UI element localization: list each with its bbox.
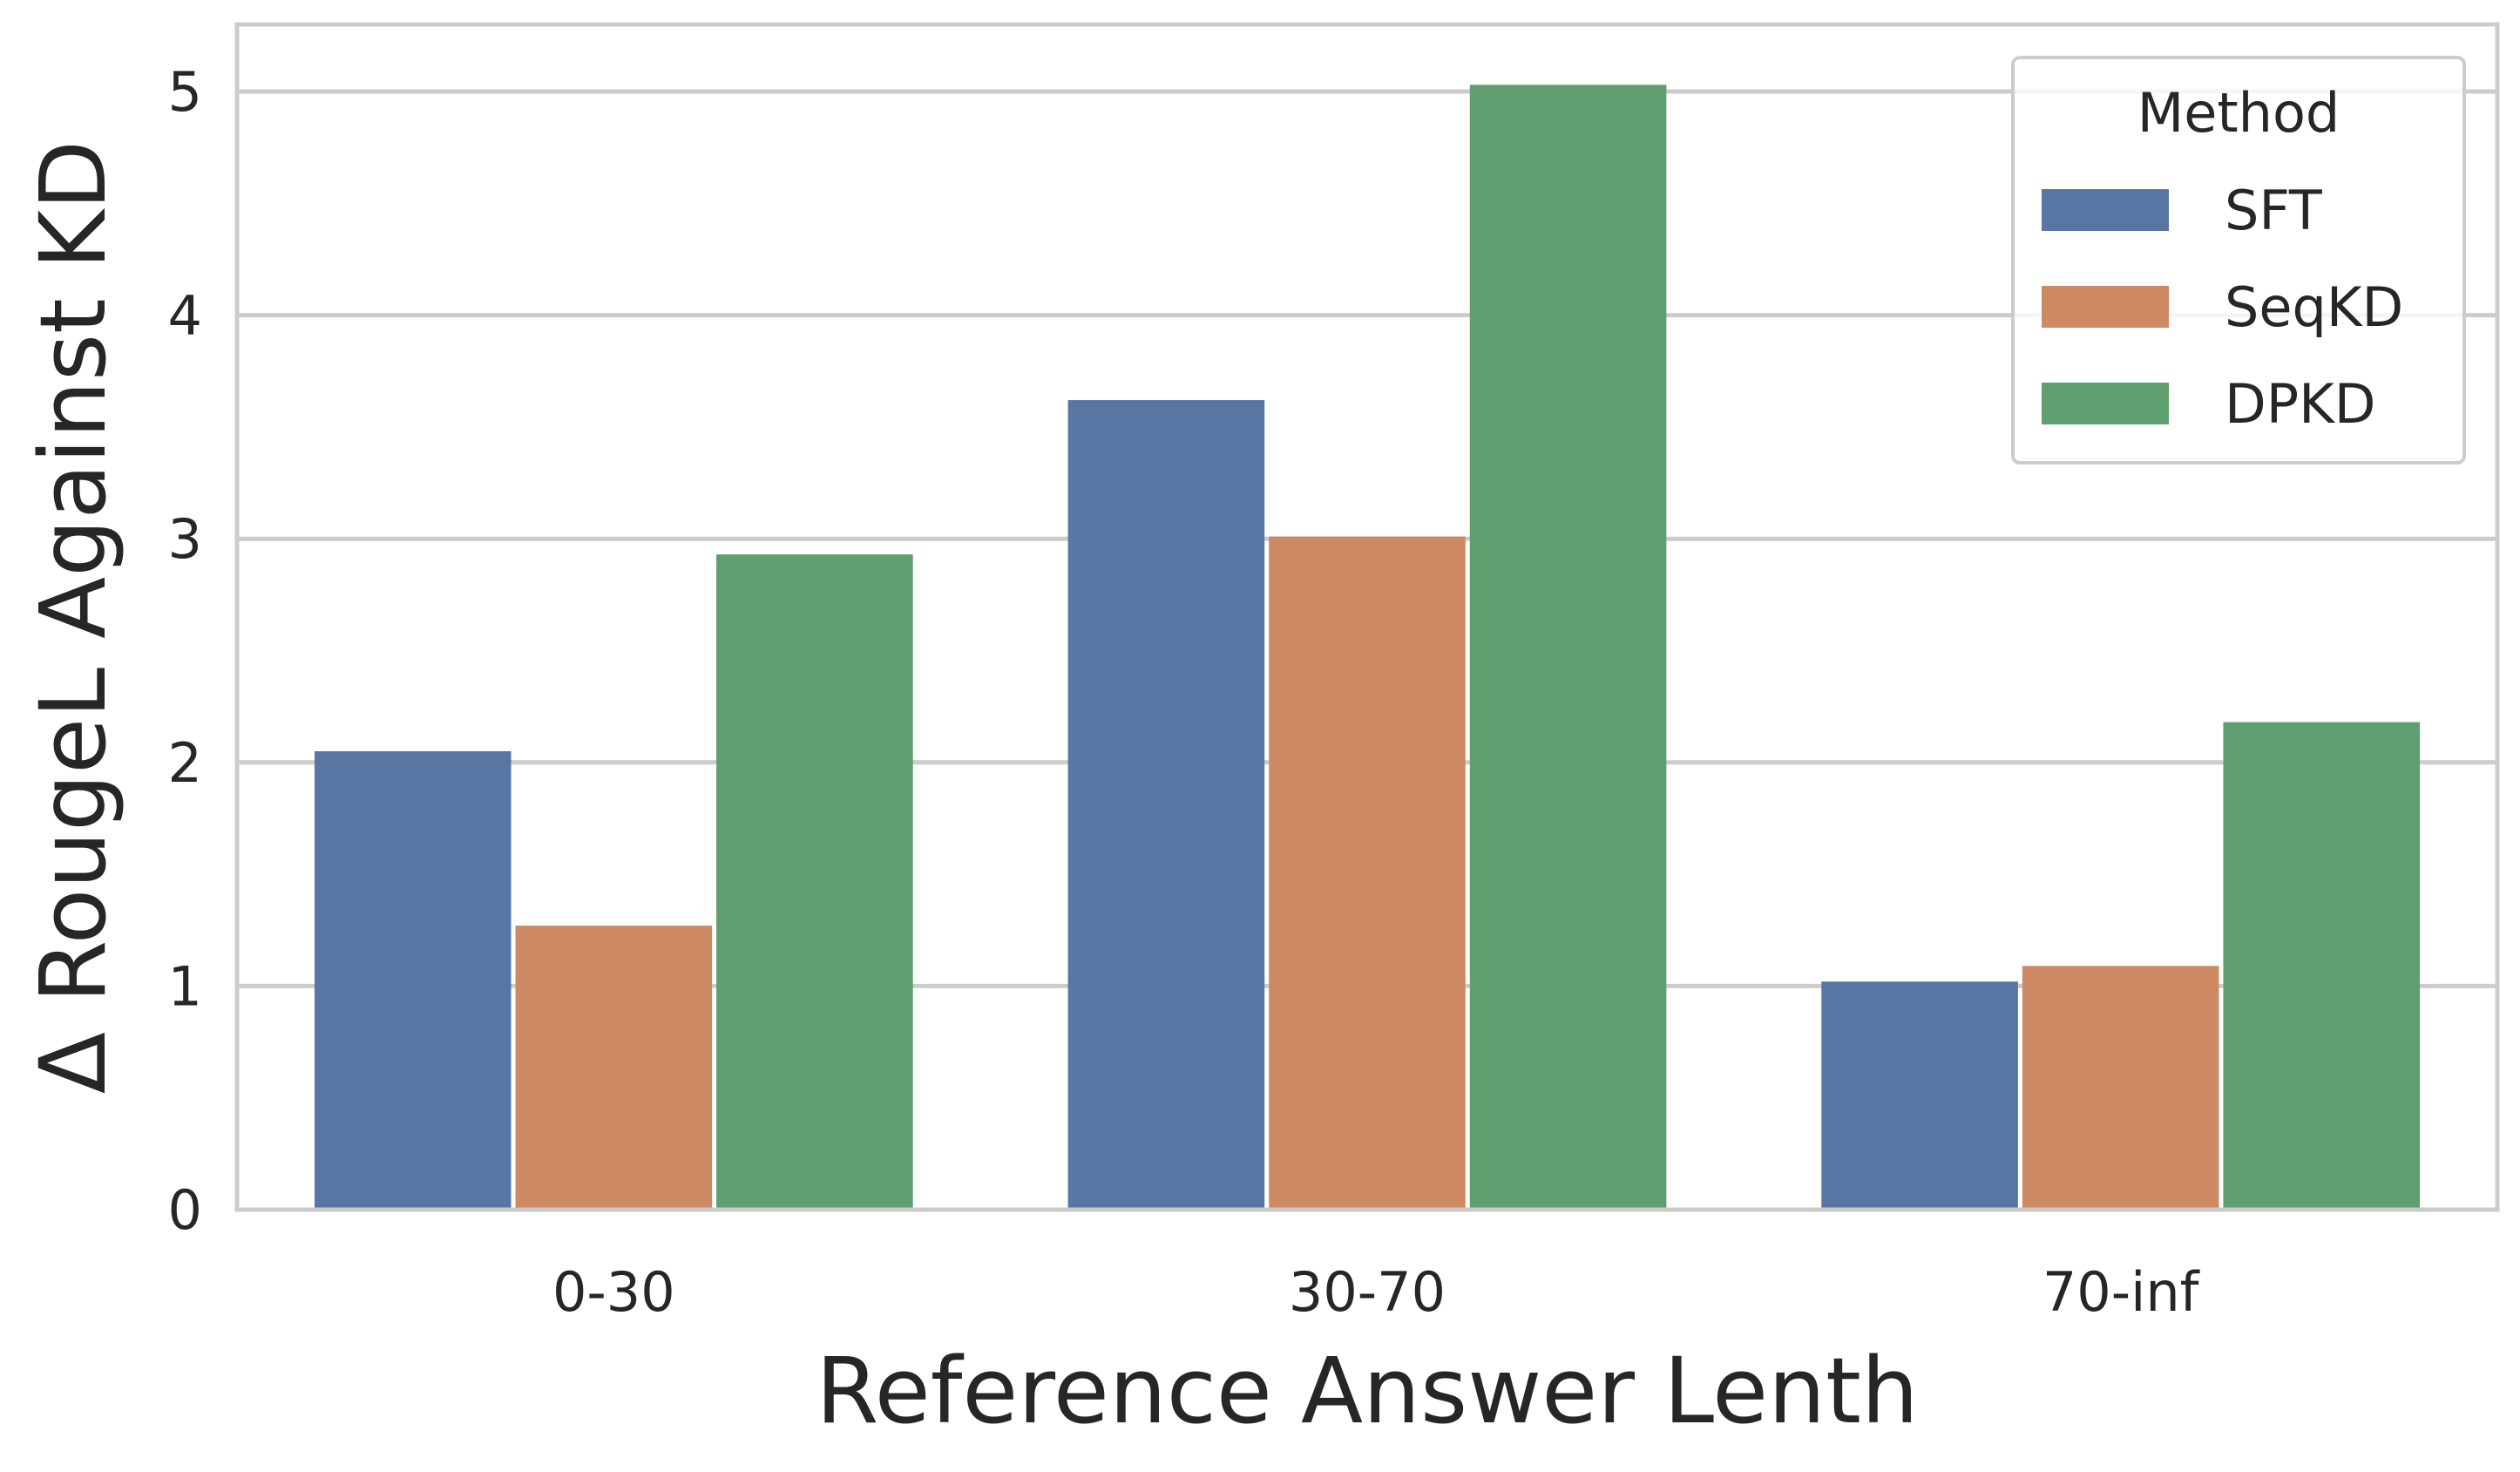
legend-swatch-seqkd xyxy=(2042,286,2169,328)
bar-dpkd-30-70 xyxy=(1469,85,1667,1211)
bar-seqkd-30-70 xyxy=(1269,536,1466,1210)
bar-sft-30-70 xyxy=(1067,400,1265,1210)
legend-title: Method xyxy=(2137,81,2340,145)
bars xyxy=(314,85,2421,1211)
y-tick-labels: 0 1 2 3 4 5 xyxy=(168,60,202,1242)
x-tick-label: 70-inf xyxy=(2042,1260,2201,1324)
legend-swatch-sft xyxy=(2042,189,2169,231)
legend-items: SFT SeqKD DPKD xyxy=(2042,179,2403,436)
legend-box xyxy=(2011,56,2466,465)
y-tick-label: 0 xyxy=(168,1178,202,1242)
bar-seqkd-70-inf xyxy=(2022,966,2219,1210)
y-tick-label: 3 xyxy=(168,507,202,571)
y-axis-title: Δ RougeL Against KD xyxy=(20,140,126,1094)
bar-dpkd-0-30 xyxy=(716,554,913,1210)
x-tick-label: 30-70 xyxy=(1289,1260,1446,1324)
x-tick-labels: 0-30 30-70 70-inf xyxy=(552,1260,2201,1324)
bar-sft-70-inf xyxy=(1821,981,2018,1210)
legend-swatch-dpkd xyxy=(2042,383,2169,424)
y-tick-label: 1 xyxy=(168,954,202,1018)
legend-label-dpkd: DPKD xyxy=(2225,372,2376,436)
x-axis-title: Reference Answer Lenth xyxy=(816,1338,1919,1444)
plot-frame xyxy=(234,22,2500,1212)
y-tick-label: 2 xyxy=(168,731,202,795)
y-tick-label: 5 xyxy=(168,60,202,124)
legend-label-sft: SFT xyxy=(2225,179,2323,242)
legend-label-seqkd: SeqKD xyxy=(2225,275,2403,339)
x-tick-label: 0-30 xyxy=(552,1260,675,1324)
legend: Method SFT SeqKD DPKD xyxy=(2011,56,2466,465)
bar-dpkd-70-inf xyxy=(2223,722,2421,1210)
bar-sft-0-30 xyxy=(314,750,511,1210)
bar-seqkd-0-30 xyxy=(515,926,713,1210)
y-tick-label: 4 xyxy=(168,284,202,348)
